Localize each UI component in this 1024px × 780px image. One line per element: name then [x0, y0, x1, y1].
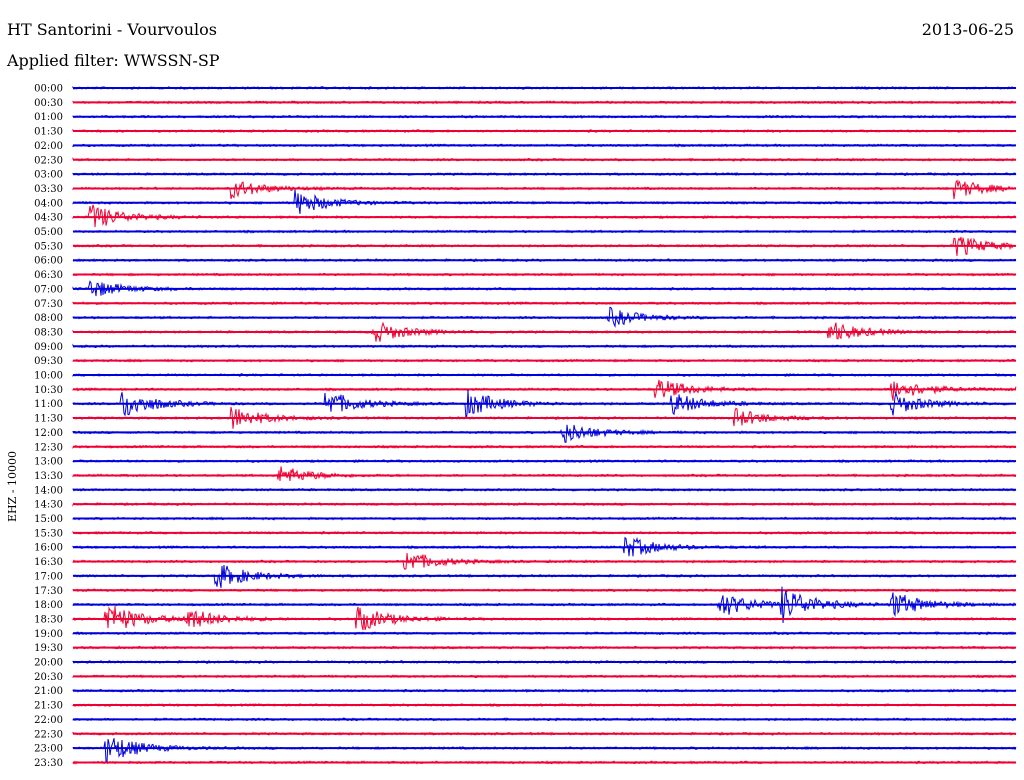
row-time-label: 17:30	[34, 586, 63, 597]
trace-row	[72, 424, 1017, 443]
row-time-label: 20:30	[34, 672, 63, 683]
row-time-label: 16:30	[34, 557, 63, 568]
row-time-label: 07:30	[34, 299, 63, 310]
row-time-label: 07:00	[34, 284, 63, 295]
trace-row	[72, 466, 1017, 482]
row-time-label: 23:00	[34, 744, 63, 755]
row-time-label: 23:30	[34, 758, 63, 769]
row-time-label: 09:30	[34, 356, 63, 367]
row-time-label: 02:00	[34, 141, 63, 152]
row-time-label: 22:00	[34, 715, 63, 726]
row-time-label: 06:30	[34, 270, 63, 281]
row-time-label: 01:00	[34, 112, 63, 123]
row-time-label: 18:00	[34, 600, 63, 611]
row-time-label: 16:00	[34, 543, 63, 554]
row-time-label: 09:00	[34, 342, 63, 353]
row-time-label: 04:30	[34, 213, 63, 224]
row-time-label: 11:30	[34, 414, 63, 425]
row-time-label: 19:30	[34, 643, 63, 654]
trace-row	[72, 179, 1017, 200]
row-time-label: 21:30	[34, 701, 63, 712]
row-time-label: 08:30	[34, 327, 63, 338]
row-time-label: 05:00	[34, 227, 63, 238]
row-time-label: 14:30	[34, 500, 63, 511]
filter-label: Applied filter: WWSSN-SP	[7, 51, 220, 70]
row-time-label: 13:00	[34, 457, 63, 468]
row-time-label: 05:30	[34, 241, 63, 252]
row-time-label: 03:00	[34, 170, 63, 181]
row-time-label: 15:00	[34, 514, 63, 525]
trace-row	[72, 738, 1017, 765]
row-time-label: 00:30	[34, 98, 63, 109]
row-time-label: 10:00	[34, 371, 63, 382]
date-label: 2013-06-25	[921, 20, 1014, 39]
station-title: HT Santorini - Vourvoulos	[7, 20, 217, 39]
row-time-label: 08:00	[34, 313, 63, 324]
trace-row	[72, 204, 1017, 228]
row-time-label: 00:00	[34, 84, 63, 95]
row-time-label: 11:00	[34, 399, 63, 410]
row-time-label: 14:00	[34, 485, 63, 496]
row-time-label: 02:30	[34, 155, 63, 166]
row-time-label: 21:00	[34, 686, 63, 697]
row-time-label: 04:00	[34, 198, 63, 209]
row-time-label: 13:30	[34, 471, 63, 482]
row-time-label: 01:30	[34, 127, 63, 138]
row-time-label: 06:00	[34, 256, 63, 267]
row-time-label: 17:00	[34, 571, 63, 582]
row-time-label: 12:00	[34, 428, 63, 439]
row-time-label: 10:30	[34, 385, 63, 396]
row-time-label: 12:30	[34, 442, 63, 453]
row-time-label: 18:30	[34, 614, 63, 625]
row-time-label: 19:00	[34, 629, 63, 640]
row-time-label: 03:30	[34, 184, 63, 195]
row-time-label: 22:30	[34, 729, 63, 740]
trace-row	[72, 189, 1017, 214]
row-time-label: 20:00	[34, 658, 63, 669]
row-time-label: 15:30	[34, 528, 63, 539]
